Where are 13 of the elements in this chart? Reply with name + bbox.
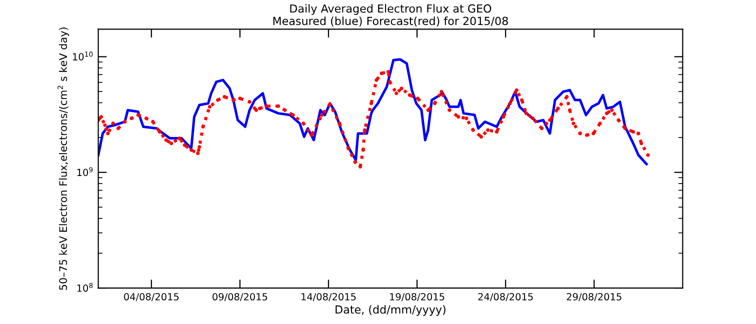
chart-subtitle: Measured (blue) Forecast(red) for 2015/08 [273, 16, 508, 26]
chart-title: Daily Averaged Electron Flux at GEO [290, 4, 492, 15]
y-tick-label: 10$^{10}$ [73, 52, 93, 60]
x-tick-label: 09/08/2015 [212, 293, 268, 302]
x-tick-label: 29/08/2015 [566, 293, 622, 302]
x-tick-label: 14/08/2015 [302, 293, 356, 302]
y-tick-label: 10$^{9}$ [77, 167, 93, 176]
x-tick-label: 04/08/2015 [124, 293, 179, 302]
y-axis-title: 50–75 keV Electron Flux,electrons/(cm$^{2}$ s keV day) [57, 28, 70, 290]
x-tick-label: 19/08/2015 [390, 293, 444, 302]
x-tick-label: 24/08/2015 [478, 293, 533, 302]
y-tick-label: 10$^{8}$ [77, 282, 93, 292]
x-axis-title: Date, (dd/mm/yyyy) [336, 305, 446, 316]
